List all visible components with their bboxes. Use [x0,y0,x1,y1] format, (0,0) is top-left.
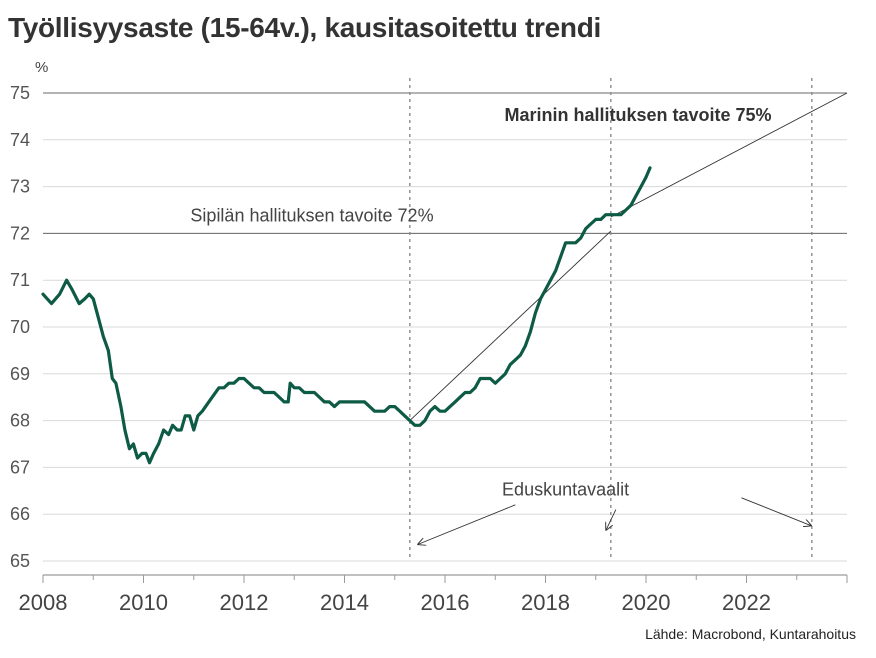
source-note: Lähde: Macrobond, Kuntarahoitus [645,626,856,642]
x-tick-label: 2020 [622,590,671,615]
y-tick-label: 66 [10,504,30,524]
annotation-arrow [606,509,617,531]
x-tick-label: 2014 [320,590,369,615]
y-tick-label: 72 [10,223,30,243]
y-tick-label: 73 [10,177,30,197]
series-layer [41,166,652,465]
grid-lines [43,92,847,562]
y-tick-label: 67 [10,457,30,477]
x-tick-label: 2022 [722,590,771,615]
election-annotation: Eduskuntavaalit [502,479,629,499]
marin-target-label: Marinin hallituksen tavoite 75% [504,105,771,125]
x-tick-label: 2008 [19,590,68,615]
annotation-arrow [417,504,516,545]
x-tick-label: 2016 [421,590,470,615]
y-axis-unit-label: % [35,59,48,76]
x-tick-label: 2010 [119,590,168,615]
y-tick-label: 71 [10,270,30,290]
trend-line [610,92,848,218]
y-tick-label: 75 [10,83,30,103]
annotation-arrow [741,497,811,526]
axes [42,574,848,583]
y-tick-label: 74 [10,130,30,150]
y-tick-label: 65 [10,551,30,571]
series-line-employment-rate [41,166,652,465]
sipila-target-label: Sipilän hallituksen tavoite 72% [190,206,433,226]
y-tick-label: 70 [10,317,30,337]
y-tick-label: 69 [10,364,30,384]
x-tick-label: 2018 [521,590,570,615]
x-tick-label: 2012 [220,590,269,615]
chart-title: Työllisyysaste (15-64v.), kausitasoitett… [8,12,602,43]
trend-line [409,230,612,421]
labels: 65 66 67 68 69 70 71 72 73 74 75 2008 2010 2012 2014 20… [10,83,812,615]
y-tick-label: 68 [10,411,30,431]
reference-lines [43,78,848,561]
